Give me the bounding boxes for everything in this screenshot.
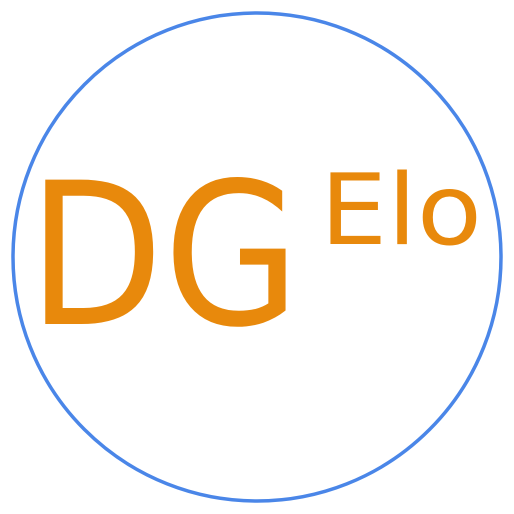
- logo-superscript-text: Elo: [320, 154, 482, 268]
- logo-main-text: DG: [28, 140, 300, 371]
- logo-ring: [11, 11, 503, 503]
